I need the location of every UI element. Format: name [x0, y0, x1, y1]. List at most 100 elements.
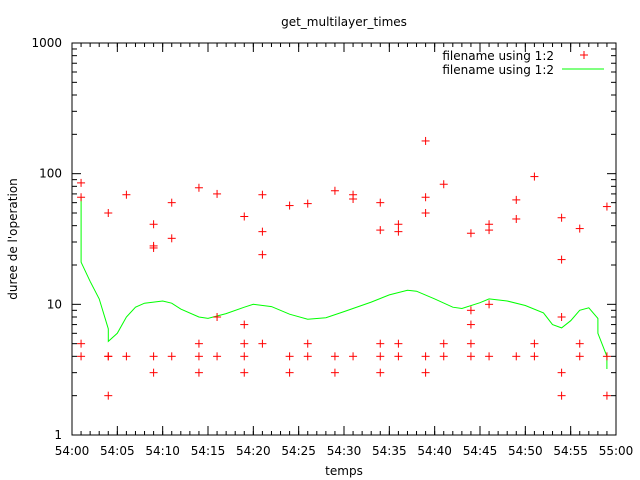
data-point [485, 352, 494, 361]
x-axis: 54:00 54:05 54:10 54:15 54:20 54:25 54:30 54:35… [55, 43, 634, 458]
x-tick-label: 54:50 [508, 444, 543, 458]
data-point [376, 198, 385, 207]
data-point [104, 391, 113, 400]
data-point [557, 368, 566, 377]
data-point [77, 352, 86, 361]
data-point [439, 339, 448, 348]
x-tick-label: 54:30 [327, 444, 362, 458]
data-point [512, 352, 521, 361]
data-point [77, 193, 86, 202]
data-point [421, 352, 430, 361]
data-point [602, 391, 611, 400]
data-point [285, 201, 294, 210]
data-point [104, 352, 113, 361]
data-point [258, 250, 267, 259]
data-point [485, 226, 494, 235]
data-point [330, 186, 339, 195]
x-tick-label: 54:45 [463, 444, 498, 458]
data-point [349, 194, 358, 203]
y-axis: 1 10 100 1000 [31, 36, 616, 442]
y-tick-label: 1000 [31, 36, 62, 50]
x-tick-label: 54:10 [145, 444, 180, 458]
data-point [349, 352, 358, 361]
data-point [285, 368, 294, 377]
data-point [530, 352, 539, 361]
data-point [240, 212, 249, 221]
data-point [122, 352, 131, 361]
data-point [167, 198, 176, 207]
data-point [376, 352, 385, 361]
series-points [77, 136, 611, 400]
series-line [80, 197, 608, 369]
data-point [149, 220, 158, 229]
x-tick-label: 54:35 [372, 444, 407, 458]
legend-label-points: filename using 1:2 [442, 49, 554, 63]
data-point [122, 190, 131, 199]
x-tick-label: 54:25 [281, 444, 316, 458]
data-point [376, 226, 385, 235]
y-tick-label: 1 [54, 428, 62, 442]
data-point [439, 180, 448, 189]
data-point [557, 255, 566, 264]
data-point [77, 339, 86, 348]
x-axis-label: temps [325, 464, 363, 478]
chart-title: get_multilayer_times [281, 15, 407, 29]
data-point [575, 339, 584, 348]
data-point [421, 209, 430, 218]
data-point [394, 339, 403, 348]
data-point [303, 352, 312, 361]
x-tick-label: 55:00 [599, 444, 634, 458]
data-point [149, 352, 158, 361]
data-point [213, 189, 222, 198]
data-point [512, 195, 521, 204]
data-point [167, 352, 176, 361]
data-point [575, 224, 584, 233]
data-point [77, 178, 86, 187]
data-point [557, 312, 566, 321]
data-point [240, 368, 249, 377]
data-point [330, 368, 339, 377]
data-point [602, 352, 611, 361]
data-point [167, 234, 176, 243]
data-point [149, 368, 158, 377]
data-point [557, 391, 566, 400]
data-point [213, 352, 222, 361]
data-point [330, 352, 339, 361]
data-point [466, 320, 475, 329]
legend-sample-points [580, 51, 588, 59]
data-point [466, 352, 475, 361]
smooth-line [80, 197, 608, 369]
data-point [285, 352, 294, 361]
data-point [303, 199, 312, 208]
data-point [258, 227, 267, 236]
data-point [512, 214, 521, 223]
legend-label-line: filename using 1:2 [442, 63, 554, 77]
data-point [575, 352, 584, 361]
data-point [194, 339, 203, 348]
data-point [421, 193, 430, 202]
y-tick-label: 100 [39, 167, 62, 181]
y-tick-label: 10 [47, 297, 62, 311]
data-point [394, 220, 403, 229]
data-point [240, 352, 249, 361]
data-point [104, 209, 113, 218]
data-point [394, 352, 403, 361]
data-point [376, 368, 385, 377]
data-point [466, 339, 475, 348]
x-tick-label: 54:15 [191, 444, 226, 458]
data-point [194, 183, 203, 192]
data-point [376, 339, 385, 348]
x-tick-label: 54:20 [236, 444, 271, 458]
x-tick-label: 54:55 [553, 444, 588, 458]
data-point [557, 213, 566, 222]
data-point [149, 243, 158, 252]
y-axis-label: duree de l'operation [6, 178, 20, 300]
data-point [466, 306, 475, 315]
data-point [439, 352, 448, 361]
data-point [240, 339, 249, 348]
data-point [213, 312, 222, 321]
data-point [394, 227, 403, 236]
data-point [303, 339, 312, 348]
data-point [485, 300, 494, 309]
data-point [258, 339, 267, 348]
